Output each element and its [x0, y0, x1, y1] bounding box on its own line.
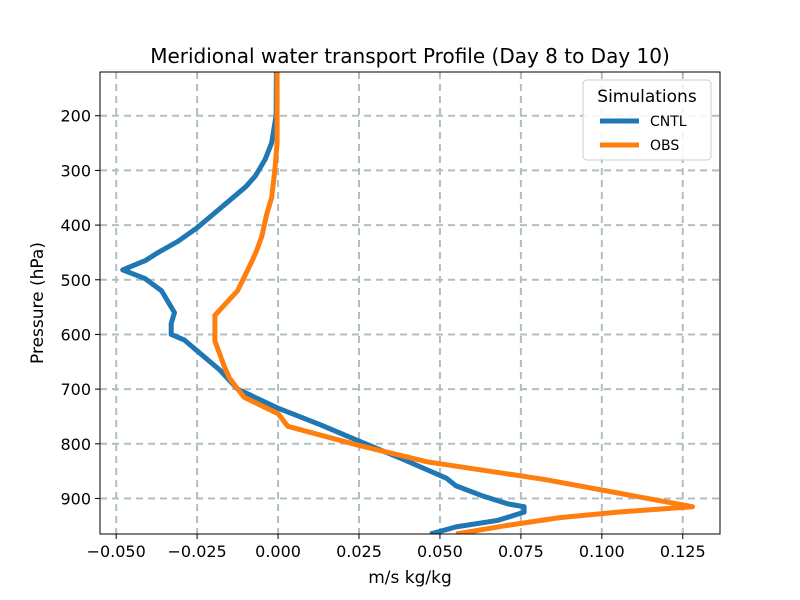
series-line-cntl — [120, 72, 527, 534]
y-tick-label: 900 — [60, 489, 91, 508]
legend: Simulations CNTL OBS — [582, 79, 712, 161]
legend-label-obs: OBS — [650, 138, 679, 154]
legend-entries: CNTL OBS — [600, 114, 687, 154]
series-group — [120, 72, 695, 534]
legend-title: Simulations — [597, 87, 697, 107]
chart-title: Meridional water transport Profile (Day … — [150, 44, 670, 68]
y-tick-label: 300 — [60, 161, 91, 180]
series-line-obs — [212, 72, 695, 534]
x-tick-label: 0.050 — [417, 542, 463, 561]
legend-label-cntl: CNTL — [650, 114, 687, 130]
x-tick-label: 0.025 — [336, 542, 382, 561]
x-tick-label: −0.050 — [87, 542, 146, 561]
x-axis: −0.050 −0.025 0.000 0.025 0.050 0.075 0.100 0.1… — [87, 534, 706, 561]
y-tick-label: 600 — [60, 325, 91, 344]
x-tick-label: 0.125 — [660, 542, 706, 561]
x-axis-label: m/s kg/kg — [368, 568, 452, 588]
y-tick-label: 800 — [60, 435, 91, 454]
x-tick-label: 0.075 — [498, 542, 544, 561]
y-tick-label: 500 — [60, 271, 91, 290]
y-tick-label: 200 — [60, 107, 91, 126]
legend-box — [582, 79, 712, 161]
x-tick-label: 0.100 — [579, 542, 625, 561]
x-tick-label: 0.000 — [255, 542, 301, 561]
y-axis: 200 300 400 500 600 700 800 900 — [60, 107, 100, 508]
x-tick-label: −0.025 — [168, 542, 227, 561]
y-axis-label: Pressure (hPa) — [28, 242, 48, 364]
y-tick-label: 700 — [60, 380, 91, 399]
y-tick-label: 400 — [60, 216, 91, 235]
plot-frame — [99, 71, 721, 535]
